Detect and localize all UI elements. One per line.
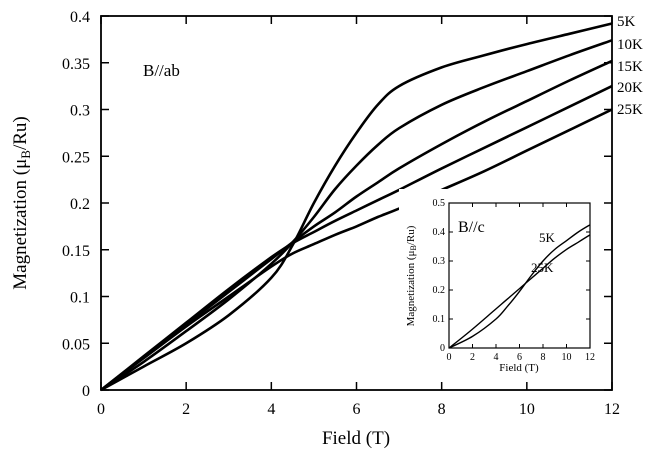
main-y-axis-label: Magnetization (μB/Ru) [10,116,33,289]
main-series-line-15k [100,59,613,392]
main-y-label-sub: B [18,150,33,159]
main-series-label-5k: 5K [617,14,636,30]
inset-y-label-main: Magnetization (μ [405,250,417,326]
main-x-tick-label: 10 [519,401,535,418]
inset-y-tick-label: 0.1 [433,314,446,325]
inset-x-tick-label: 2 [470,352,475,363]
main-series-label-15k: 15K [617,59,643,75]
main-series-label-20k: 20K [617,80,643,96]
main-x-tick-label: 0 [97,401,105,418]
main-x-tick-label: 8 [438,401,446,418]
inset-series-label-5k: 5K [539,230,556,245]
main-series-line-5k [100,22,613,392]
main-y-tick-label: 0.2 [70,196,90,213]
main-ticks: 0 2 4 6 8 10 12 0 0.05 0.1 0.15 0.2 0.25 0.3 0.35 0.4 [62,9,620,418]
inset-x-tick-label: 10 [562,352,572,363]
main-y-tick-label: 0.25 [62,149,90,166]
inset-y-tick-label: 0.3 [433,256,446,267]
inset-y-tick-label: 0.2 [433,285,446,296]
main-y-label-tail: /Ru) [10,116,31,150]
inset-y-tick-label: 0.5 [433,198,446,209]
inset-annotation: B//c [458,219,485,236]
inset-y-label-sub: B [409,245,418,250]
inset-x-tick-label: 6 [517,352,522,363]
main-series-line-20k [100,84,613,392]
inset-background [399,189,596,359]
inset-x-tick-label: 0 [447,352,452,363]
main-y-tick-label: 0.05 [62,336,90,353]
main-y-tick-label: 0 [82,383,90,400]
inset-x-tick-label: 12 [585,352,595,363]
main-series-line-10k [100,39,613,392]
main-annotation: B//ab [143,61,180,80]
inset-x-tick-label: 4 [494,352,499,363]
inset-x-tick-label: 8 [541,352,546,363]
inset-y-label-tail: /Ru) [405,225,417,245]
main-x-tick-label: 4 [267,401,275,418]
inset-y-axis-label: Magnetization (μB/Ru) [405,225,418,326]
main-series-label-25k: 25K [617,102,643,118]
inset-series-label-25k: 25K [531,260,554,275]
main-x-tick-label: 12 [604,401,620,418]
main-y-label-main: Magnetization (μ [10,159,31,290]
main-series-label-10k: 10K [617,37,643,53]
main-x-tick-label: 2 [182,401,190,418]
main-y-tick-label: 0.4 [70,9,90,26]
inset-series: 5K 25K [448,224,591,349]
main-y-tick-label: 0.15 [62,243,90,260]
main-y-tick-label: 0.1 [70,290,90,307]
inset-x-axis-label: Field (T) [499,362,539,374]
main-x-tick-label: 6 [353,401,361,418]
main-y-tick-label: 0.3 [70,103,90,120]
inset-y-tick-label: 0 [440,343,445,354]
inset-ticks: 0 2 4 6 8 10 12 0 0.1 0.2 0.3 0.4 0.5 [433,198,596,363]
inset-y-tick-label: 0.4 [433,227,446,238]
main-y-tick-label: 0.35 [62,56,90,73]
inset-series-line-5k [448,224,591,349]
main-series-line-25k [100,108,613,392]
main-x-axis-label: Field (T) [322,428,390,449]
inset-series-line-25k [448,234,591,349]
